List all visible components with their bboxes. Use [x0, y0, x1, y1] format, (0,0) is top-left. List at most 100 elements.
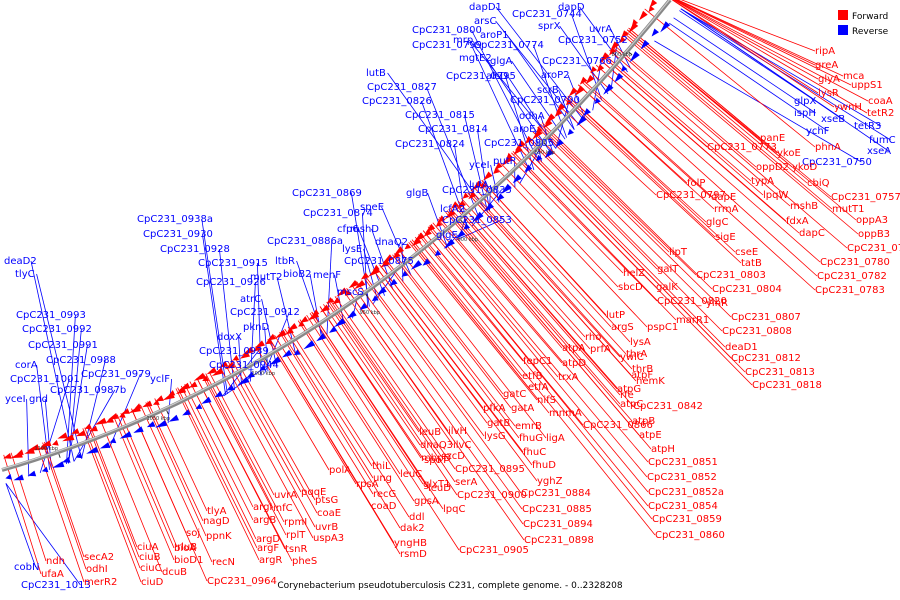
forward-gene-label: rpsA — [356, 479, 379, 490]
forward-gene-label: thrA — [626, 349, 647, 360]
forward-gene-feature — [52, 439, 59, 446]
forward-gene-label: yngHB — [394, 538, 427, 549]
reverse-gene-label: aroP1 — [480, 30, 509, 41]
forward-leader-line — [372, 269, 488, 424]
forward-leader-line — [326, 301, 458, 496]
reverse-gene-feature — [5, 473, 12, 480]
reverse-gene-feature — [603, 83, 614, 95]
forward-gene-label: lysG — [484, 431, 506, 442]
forward-gene-label: cseE — [735, 247, 758, 258]
reverse-gene-label: fumC — [869, 135, 896, 146]
forward-gene-feature — [265, 338, 273, 345]
forward-gene-label: tatB — [741, 258, 762, 269]
forward-gene-feature — [404, 243, 412, 250]
forward-leader-line — [558, 105, 657, 196]
forward-leader-line — [600, 59, 800, 234]
forward-gene-feature — [639, 10, 648, 21]
reverse-gene-label: CpC231_0744 — [512, 9, 582, 20]
forward-gene-label: ndh — [46, 556, 65, 567]
reverse-gene-label: tetR3 — [854, 121, 881, 132]
forward-gene-feature — [532, 129, 543, 140]
forward-gene-label: folP — [687, 178, 705, 189]
forward-leader-line — [446, 210, 652, 450]
reverse-gene-feature — [629, 51, 640, 63]
forward-leader-line — [346, 288, 525, 541]
forward-gene-label: rfe — [620, 390, 634, 401]
forward-gene-label: CpC231_0797 — [656, 190, 726, 201]
reverse-gene-feature — [269, 356, 281, 366]
forward-gene-feature — [596, 64, 605, 73]
reverse-gene-feature — [27, 470, 37, 477]
reverse-gene-label: CpC231_0930 — [143, 229, 213, 240]
reverse-leader-line — [264, 311, 290, 374]
forward-gene-label: ciuB — [139, 552, 161, 563]
reverse-gene-feature — [182, 409, 191, 416]
forward-gene-label: CpC231_0851 — [648, 457, 718, 468]
forward-gene-feature — [556, 103, 566, 113]
forward-gene-feature — [425, 223, 436, 233]
forward-gene-label: CpC231_0782 — [817, 271, 887, 282]
forward-gene-label: panE — [760, 133, 785, 144]
forward-gene-label: spoT — [424, 455, 449, 466]
forward-gene-label: dak2 — [400, 523, 425, 534]
forward-gene-label: trxA — [558, 372, 579, 383]
forward-gene-label: oppB3 — [858, 229, 890, 240]
forward-gene-label: CpC231_0885 — [522, 504, 592, 515]
forward-gene-label: leuB — [419, 427, 441, 438]
reverse-gene-feature — [410, 260, 423, 270]
forward-gene-label: deaD1 — [725, 342, 758, 353]
forward-gene-label: CpC231_0757 — [831, 192, 900, 203]
forward-leader-line — [422, 230, 649, 507]
forward-gene-feature — [336, 287, 348, 297]
reverse-gene-label: CpC231_0800 — [412, 25, 482, 36]
reverse-gene-label: CpC231_0795 — [446, 71, 516, 82]
forward-gene-label: gatC — [503, 389, 526, 400]
reverse-gene-label: cfp6 — [337, 224, 359, 235]
reverse-leader-line — [654, 40, 862, 163]
reverse-gene-feature — [594, 97, 601, 104]
reverse-leader-line — [427, 192, 448, 248]
reverse-gene-feature — [484, 202, 494, 212]
forward-gene-label: CpC231_0964 — [207, 576, 277, 587]
reverse-gene-label: CpC231_0875 — [344, 256, 414, 267]
scale-tick-mark — [460, 219, 464, 224]
reverse-gene-label: glgA — [490, 56, 512, 67]
forward-gene-label: ung — [373, 473, 392, 484]
forward-gene-feature — [628, 22, 639, 34]
reverse-gene-label: CpC231_0944 — [209, 360, 279, 371]
reverse-gene-feature — [524, 164, 533, 173]
forward-gene-label: atpD — [562, 358, 586, 369]
reverse-gene-feature — [133, 426, 144, 433]
forward-gene-feature — [609, 47, 617, 56]
forward-leader-line — [356, 281, 523, 510]
scale-tick-mark — [543, 142, 548, 147]
reverse-gene-label: xseA — [867, 146, 891, 157]
forward-gene-label: ufaA — [41, 569, 64, 580]
forward-gene-label: leuD — [428, 483, 451, 494]
forward-leader-line — [461, 198, 586, 338]
forward-gene-label: pqqE — [301, 487, 326, 498]
forward-gene-label: dcuB — [162, 567, 187, 578]
forward-gene-label: odhI — [86, 564, 108, 575]
reverse-gene-label: CpC231_0988 — [46, 355, 116, 366]
forward-gene-label: gatA — [511, 403, 534, 414]
reverse-gene-label: CpC231_0991 — [28, 340, 98, 351]
scale-tick-label: 950 kbp — [360, 310, 380, 316]
forward-gene-label: fhuG — [519, 433, 543, 444]
forward-leader-line — [184, 384, 254, 521]
forward-leader-line — [467, 192, 632, 376]
forward-leader-line — [100, 421, 163, 573]
forward-gene-label: marR1 — [676, 315, 709, 326]
forward-leader-line — [521, 142, 726, 348]
forward-gene-feature — [413, 232, 425, 243]
forward-leader-line — [180, 385, 257, 540]
reverse-leader-line — [30, 260, 75, 462]
forward-gene-label: recN — [212, 557, 235, 568]
reverse-gene-feature — [496, 193, 505, 201]
scale-tick-label: 1050 kbp — [146, 416, 170, 422]
forward-gene-label: infC — [273, 503, 293, 514]
reverse-gene-label: mshD — [350, 224, 379, 235]
reverse-leader-line — [257, 262, 262, 376]
forward-gene-label: czcD — [441, 451, 465, 462]
reverse-gene-label: glgE — [436, 230, 458, 241]
